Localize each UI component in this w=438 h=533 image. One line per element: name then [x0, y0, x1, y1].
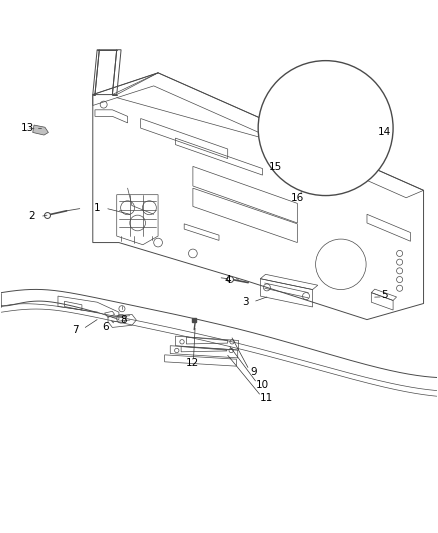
Text: 9: 9 — [251, 367, 257, 377]
Text: 6: 6 — [102, 321, 109, 332]
Circle shape — [284, 114, 296, 125]
Text: 3: 3 — [242, 297, 248, 307]
Text: 2: 2 — [28, 212, 35, 221]
Text: 13: 13 — [21, 123, 34, 133]
Polygon shape — [33, 125, 48, 135]
Text: 10: 10 — [256, 380, 269, 390]
Text: 14: 14 — [378, 127, 391, 138]
Text: 1: 1 — [94, 203, 100, 213]
Text: 12: 12 — [186, 358, 200, 368]
Text: 5: 5 — [381, 290, 388, 300]
Text: 16: 16 — [291, 193, 304, 203]
Text: 4: 4 — [224, 276, 231, 286]
Text: 7: 7 — [72, 325, 79, 335]
Text: 15: 15 — [269, 162, 282, 172]
Text: 8: 8 — [120, 314, 127, 325]
Circle shape — [258, 61, 393, 196]
Text: 11: 11 — [260, 393, 273, 403]
